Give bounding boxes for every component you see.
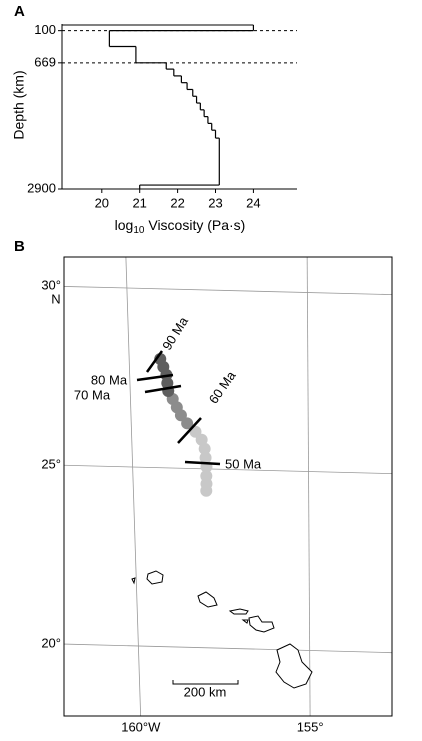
y-tick-label: 20° bbox=[41, 635, 61, 650]
x-axis-label: log10 Viscosity (Pa·s) bbox=[115, 217, 246, 236]
grid-line bbox=[125, 257, 142, 716]
map-frame bbox=[63, 256, 393, 717]
island bbox=[241, 619, 249, 624]
map-area bbox=[64, 257, 392, 716]
isochron bbox=[184, 460, 221, 466]
y-tick-label: 30° bbox=[41, 277, 61, 292]
isochron bbox=[144, 384, 182, 394]
island bbox=[146, 570, 164, 585]
x-label-part: log bbox=[115, 217, 134, 233]
panel-label: A bbox=[14, 3, 25, 20]
age-label: 60 Ma bbox=[206, 368, 239, 407]
y-tick-label: 25° bbox=[41, 456, 61, 471]
track-point bbox=[195, 433, 208, 446]
isochron bbox=[136, 373, 174, 382]
x-tick-label: 21 bbox=[132, 195, 146, 210]
y-tick-label: 2900 bbox=[27, 180, 56, 195]
panel-label: B bbox=[14, 238, 25, 255]
grid-line bbox=[64, 286, 392, 296]
scale-line bbox=[172, 680, 239, 685]
island bbox=[275, 643, 313, 689]
grid-line bbox=[64, 643, 392, 654]
island bbox=[197, 591, 218, 608]
x-tick-label: 22 bbox=[170, 195, 184, 210]
scale-bar bbox=[172, 680, 239, 685]
x-tick-label: 24 bbox=[246, 195, 260, 210]
x-tick-label: 160°W bbox=[121, 719, 161, 734]
x-tick-label: 20 bbox=[95, 195, 109, 210]
island bbox=[131, 577, 136, 585]
track-point bbox=[199, 451, 212, 464]
grid-line bbox=[306, 257, 311, 716]
y-tick-unit: N bbox=[51, 291, 60, 306]
island bbox=[248, 615, 275, 633]
island bbox=[228, 608, 249, 615]
track-point bbox=[200, 484, 213, 497]
isochron bbox=[145, 350, 164, 373]
track-point bbox=[181, 417, 194, 430]
age-label: 50 Ma bbox=[225, 456, 262, 471]
track-point bbox=[198, 442, 211, 455]
age-label: 80 Ma bbox=[91, 372, 128, 387]
y-tick-label: 669 bbox=[34, 54, 56, 69]
x-tick-label: 155° bbox=[297, 719, 324, 734]
x-label-part: Viscosity (Pa·s) bbox=[144, 217, 245, 233]
grid-line bbox=[64, 464, 392, 475]
scale-label: 200 km bbox=[184, 684, 227, 699]
y-axis-label: Depth (km) bbox=[11, 70, 27, 139]
isochron bbox=[177, 417, 202, 444]
age-label: 90 Ma bbox=[159, 313, 191, 352]
islands bbox=[131, 570, 313, 689]
y-tick-label: 100 bbox=[34, 22, 56, 37]
age-label: 70 Ma bbox=[74, 387, 111, 402]
x-label-sub: 10 bbox=[133, 225, 145, 236]
x-tick-label: 23 bbox=[208, 195, 222, 210]
